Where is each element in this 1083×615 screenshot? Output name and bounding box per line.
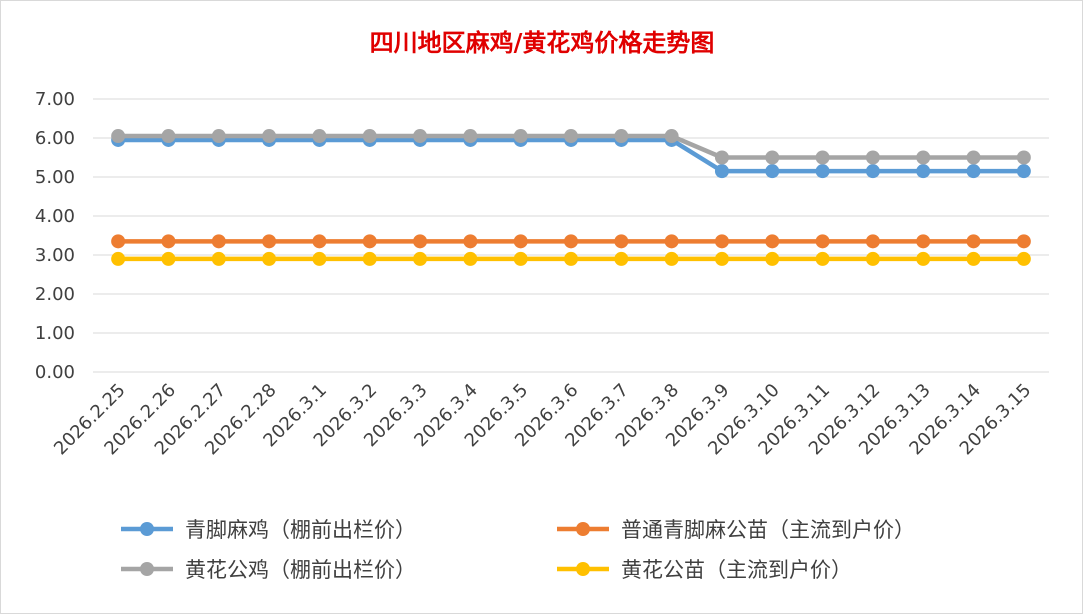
data-point — [815, 164, 830, 179]
x-axis-ticks: 2026.2.252026.2.262026.2.272026.2.282026… — [50, 380, 1035, 460]
data-point — [916, 150, 931, 165]
data-point — [262, 234, 277, 249]
y-tick-label: 3.00 — [35, 245, 75, 266]
data-point — [916, 251, 931, 266]
legend-item: 普通青脚麻公苗（主流到户价） — [557, 518, 915, 542]
data-point — [916, 164, 931, 179]
y-tick-label: 0.00 — [35, 362, 75, 383]
data-point — [564, 251, 578, 266]
data-point — [714, 251, 729, 266]
y-tick-label: 7.00 — [35, 89, 75, 110]
data-point — [312, 234, 327, 249]
data-point — [664, 251, 679, 266]
data-point — [513, 234, 528, 249]
series-4 — [111, 251, 1031, 266]
data-point — [161, 234, 176, 249]
legend-swatch-marker — [576, 562, 590, 576]
data-point — [111, 234, 126, 249]
data-point — [463, 129, 478, 144]
data-point — [664, 234, 679, 249]
data-point — [463, 251, 478, 266]
data-point — [614, 251, 629, 266]
data-point — [614, 234, 629, 249]
data-point — [211, 129, 226, 144]
data-point — [865, 234, 880, 249]
data-point — [513, 251, 528, 266]
data-point — [111, 251, 126, 266]
data-point — [765, 234, 780, 249]
legend-label: 青脚麻鸡（棚前出栏价） — [185, 518, 416, 542]
data-point — [1016, 234, 1031, 249]
data-point — [815, 251, 830, 266]
data-point — [1016, 150, 1031, 165]
y-tick-label: 1.00 — [35, 323, 75, 344]
data-point — [865, 251, 880, 266]
data-point — [865, 150, 880, 165]
data-point — [765, 164, 780, 179]
data-point — [765, 251, 780, 266]
data-point — [1016, 164, 1031, 179]
data-point — [564, 129, 578, 144]
legend-label: 黄花公鸡（棚前出栏价） — [185, 558, 416, 582]
data-point — [564, 234, 578, 249]
data-point — [614, 129, 629, 144]
data-point — [865, 164, 880, 179]
legend-swatch-marker — [140, 562, 154, 576]
y-tick-label: 5.00 — [35, 167, 75, 188]
data-point — [513, 129, 528, 144]
data-point — [966, 164, 981, 179]
series-2 — [111, 234, 1031, 249]
data-point — [714, 150, 729, 165]
legend-swatch-marker — [140, 522, 154, 536]
y-tick-label: 4.00 — [35, 206, 75, 227]
data-point — [966, 234, 981, 249]
legend: 青脚麻鸡（棚前出栏价） 普通青脚麻公苗（主流到户价） 黄花公鸡（棚前出栏价） 黄花公苗… — [121, 518, 915, 582]
data-point — [211, 234, 226, 249]
data-point — [211, 251, 226, 266]
legend-item: 黄花公苗（主流到户价） — [557, 558, 852, 582]
data-point — [312, 251, 327, 266]
legend-label: 普通青脚麻公苗（主流到户价） — [621, 518, 915, 542]
legend-swatch-marker — [576, 522, 590, 536]
legend-item: 青脚麻鸡（棚前出栏价） — [121, 518, 416, 542]
data-point — [664, 129, 679, 144]
data-point — [362, 129, 377, 144]
data-point — [262, 129, 277, 144]
data-point — [463, 234, 478, 249]
data-point — [161, 129, 176, 144]
data-point — [966, 251, 981, 266]
series-lines — [111, 129, 1031, 266]
data-point — [916, 234, 931, 249]
data-point — [714, 164, 729, 179]
data-point — [161, 251, 176, 266]
data-point — [714, 234, 729, 249]
y-tick-label: 2.00 — [35, 284, 75, 305]
y-tick-label: 6.00 — [35, 128, 75, 149]
data-point — [413, 251, 428, 266]
data-point — [413, 234, 428, 249]
chart-title: 四川地区麻鸡/黄花鸡价格走势图 — [370, 28, 715, 57]
data-point — [966, 150, 981, 165]
legend-label: 黄花公苗（主流到户价） — [621, 558, 852, 582]
data-point — [362, 251, 377, 266]
data-point — [765, 150, 780, 165]
data-point — [111, 129, 126, 144]
data-point — [413, 129, 428, 144]
data-point — [1016, 251, 1031, 266]
data-point — [262, 251, 277, 266]
data-point — [815, 150, 830, 165]
data-point — [815, 234, 830, 249]
series-3 — [111, 129, 1031, 165]
data-point — [312, 129, 327, 144]
y-axis-ticks: 0.00 1.00 2.00 3.00 4.00 5.00 6.00 7.00 — [35, 89, 75, 383]
data-point — [362, 234, 377, 249]
legend-item: 黄花公鸡（棚前出栏价） — [121, 558, 416, 582]
